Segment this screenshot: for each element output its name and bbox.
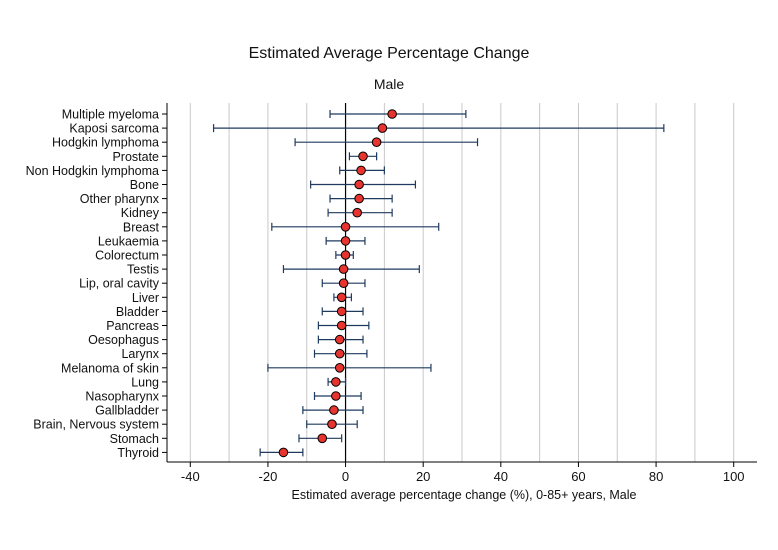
row-label: Bladder xyxy=(116,305,159,319)
row-label: Liver xyxy=(132,291,159,305)
estimate-point xyxy=(340,250,351,260)
estimate-point xyxy=(317,433,328,444)
estimate-point xyxy=(356,165,366,176)
x-tick-label: 40 xyxy=(494,469,508,484)
estimate-point xyxy=(331,391,341,401)
estimate-point xyxy=(377,123,388,133)
estimate-point xyxy=(329,405,339,415)
estimate-point xyxy=(387,109,397,119)
estimate-point xyxy=(336,306,347,317)
row-label: Prostate xyxy=(112,150,159,164)
estimate-point xyxy=(338,278,349,289)
row-label: Colorectum xyxy=(95,249,159,263)
row-label: Pancreas xyxy=(106,319,159,333)
row-label: Lung xyxy=(131,375,159,389)
chart-subtitle: Male xyxy=(373,76,405,92)
estimate-point xyxy=(336,320,347,331)
x-tick-label: 80 xyxy=(649,469,663,484)
estimate-point xyxy=(331,377,341,387)
estimate-point xyxy=(327,419,337,430)
x-tick-label: -40 xyxy=(181,469,200,484)
row-label: Bone xyxy=(130,178,159,192)
estimate-point xyxy=(278,447,289,458)
row-label: Other pharynx xyxy=(80,192,160,206)
row-label: Lip, oral cavity xyxy=(79,277,160,291)
x-tick-label: 100 xyxy=(723,469,745,484)
row-label: Kidney xyxy=(121,206,160,220)
row-label: Oesophagus xyxy=(88,333,159,347)
estimate-point xyxy=(334,348,345,359)
row-label: Melanoma of skin xyxy=(61,361,159,375)
estimate-point xyxy=(334,363,345,373)
row-label: Hodgkin lymphoma xyxy=(52,136,159,150)
estimate-point xyxy=(338,264,349,274)
row-label: Nasopharynx xyxy=(85,390,159,404)
row-label: Brain, Nervous system xyxy=(33,418,159,432)
estimate-point xyxy=(352,207,362,218)
x-tick-label: 0 xyxy=(342,469,349,484)
row-label: Kaposi sarcoma xyxy=(69,122,159,136)
estimate-point xyxy=(336,292,347,303)
row-label: Stomach xyxy=(110,432,159,446)
estimate-point xyxy=(334,334,345,345)
row-label: Larynx xyxy=(121,347,159,361)
x-tick-label: -20 xyxy=(259,469,278,484)
row-label: Gallbladder xyxy=(95,404,159,418)
row-label: Leukaemia xyxy=(98,234,159,248)
x-axis-label: Estimated average percentage change (%),… xyxy=(291,488,637,502)
row-label: Testis xyxy=(127,263,159,277)
estimate-point xyxy=(371,137,382,147)
estimate-point xyxy=(340,222,351,232)
row-label: Multiple myeloma xyxy=(62,108,159,122)
row-label: Breast xyxy=(123,220,160,234)
estimate-point xyxy=(340,236,351,246)
chart-title: Estimated Average Percentage Change xyxy=(248,45,530,62)
x-tick-label: 60 xyxy=(571,469,585,484)
row-label: Non Hodgkin lymphoma xyxy=(26,164,159,178)
x-tick-label: 20 xyxy=(416,469,430,484)
estimate-point xyxy=(354,193,364,204)
estimate-point xyxy=(358,151,368,162)
estimate-point xyxy=(354,179,364,190)
row-label: Thyroid xyxy=(117,446,159,460)
